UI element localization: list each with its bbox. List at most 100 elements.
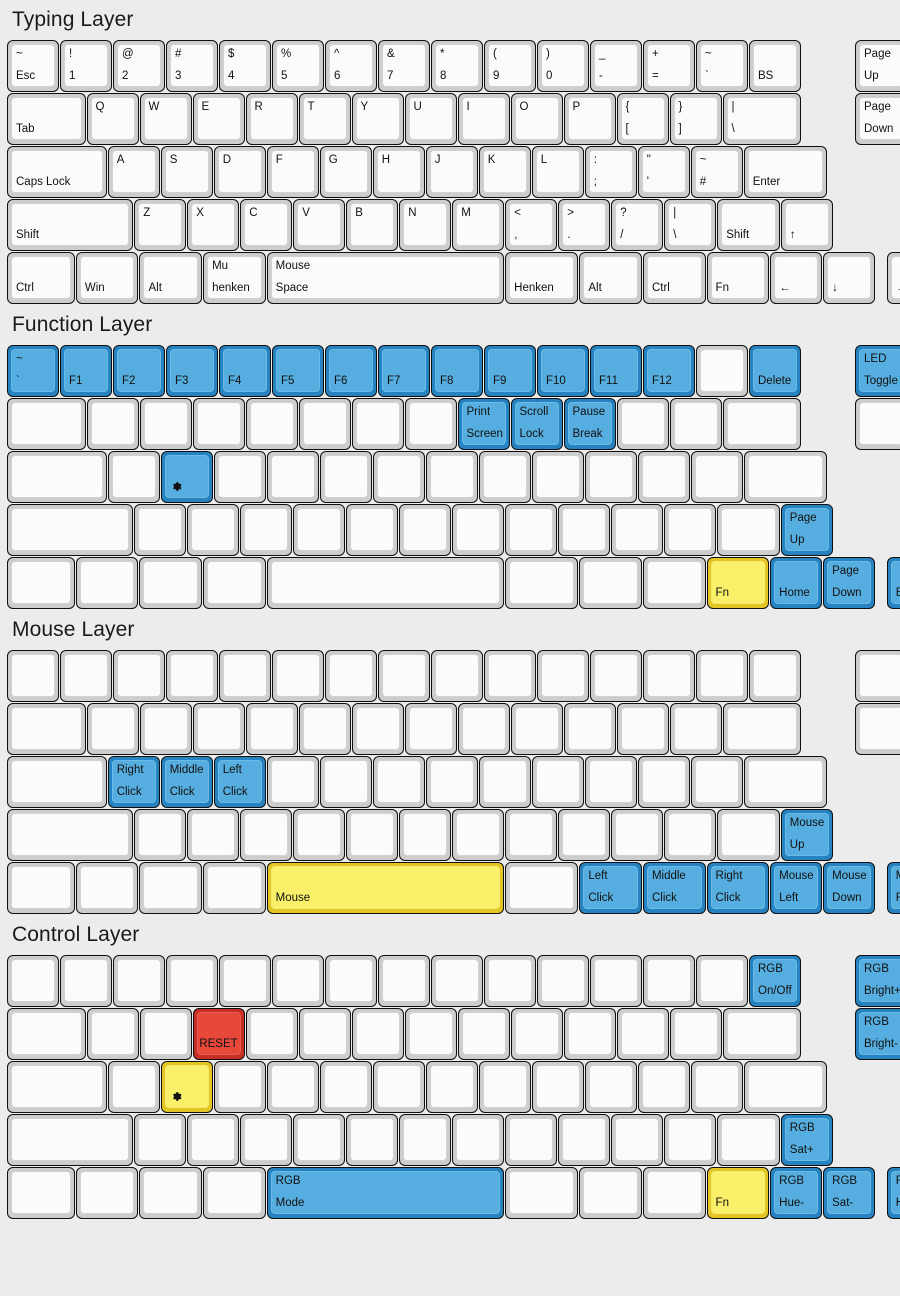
- key-8[interactable]: * 8: [431, 40, 483, 92]
- key-bright+[interactable]: RGB Bright+: [855, 955, 900, 1007]
- key-e[interactable]: E: [192, 93, 245, 145]
- key-blank[interactable]: [378, 650, 430, 702]
- key-blank[interactable]: ~ #: [690, 146, 743, 198]
- key-blank[interactable]: [319, 756, 372, 808]
- key-blank[interactable]: [399, 809, 452, 861]
- key-blank[interactable]: [855, 398, 900, 450]
- key-blank[interactable]: [637, 451, 690, 503]
- key-blank[interactable]: [325, 955, 377, 1007]
- key-blank[interactable]: [7, 557, 75, 609]
- key-down[interactable]: Page Down: [855, 93, 900, 145]
- key-blank[interactable]: [7, 955, 59, 1007]
- key-blank[interactable]: [642, 557, 706, 609]
- key-blank[interactable]: [372, 451, 425, 503]
- key-b[interactable]: B: [346, 199, 399, 251]
- key-blank[interactable]: [245, 1008, 298, 1060]
- key-blank[interactable]: [531, 451, 584, 503]
- key-blank[interactable]: [690, 756, 743, 808]
- key-blank[interactable]: [484, 955, 536, 1007]
- key-blank[interactable]: [203, 1167, 266, 1219]
- key-f8[interactable]: F8: [431, 345, 483, 397]
- key-blank[interactable]: [325, 650, 377, 702]
- key-m[interactable]: M: [452, 199, 505, 251]
- key-blank[interactable]: [266, 451, 319, 503]
- key-click[interactable]: Left Click: [213, 756, 266, 808]
- key-blank[interactable]: [855, 650, 900, 702]
- key-blank[interactable]: [510, 1008, 563, 1060]
- key-blank[interactable]: [7, 504, 134, 556]
- key-1[interactable]: ! 1: [60, 40, 112, 92]
- key-blank[interactable]: [219, 650, 271, 702]
- key-blank[interactable]: [319, 1061, 372, 1113]
- key-4[interactable]: $4: [219, 40, 271, 92]
- key-blank[interactable]: [505, 862, 579, 914]
- key-blank[interactable]: [75, 557, 139, 609]
- key-blank[interactable]: [425, 1061, 478, 1113]
- key-u[interactable]: U: [404, 93, 457, 145]
- key-blank[interactable]: [616, 398, 669, 450]
- key-hue+[interactable]: RGB Hue+: [886, 1167, 900, 1219]
- key-sat+[interactable]: RGB Sat+: [780, 1114, 833, 1166]
- key-blank[interactable]: [404, 1008, 457, 1060]
- key-blank[interactable]: [346, 504, 399, 556]
- key-blank[interactable]: [855, 703, 900, 755]
- key-blank[interactable]: [743, 451, 828, 503]
- key-5[interactable]: % 5: [272, 40, 324, 92]
- key-down[interactable]: Page Down: [823, 557, 876, 609]
- key-f1[interactable]: F1: [60, 345, 112, 397]
- key-blank[interactable]: | \: [722, 93, 801, 145]
- key-blank[interactable]: [372, 756, 425, 808]
- key-blank[interactable]: [664, 809, 717, 861]
- key-blank[interactable]: [7, 650, 59, 702]
- key-blank[interactable]: ↓: [823, 252, 876, 304]
- key-blank[interactable]: [113, 650, 165, 702]
- key-blank[interactable]: [558, 809, 611, 861]
- key-up[interactable]: Mouse Up: [780, 809, 833, 861]
- key-blank[interactable]: [245, 398, 298, 450]
- key-right[interactable]: Mouse Right: [886, 862, 900, 914]
- key-blank[interactable]: [425, 756, 478, 808]
- key-blank[interactable]: [717, 809, 780, 861]
- key-blank[interactable]: [584, 756, 637, 808]
- key-k[interactable]: K: [478, 146, 531, 198]
- key-gear-icon[interactable]: [160, 451, 213, 503]
- key-blank[interactable]: [319, 451, 372, 503]
- key-blank[interactable]: [484, 650, 536, 702]
- key-blank[interactable]: [7, 398, 86, 450]
- key-lock[interactable]: Scroll Lock: [510, 398, 563, 450]
- key-blank[interactable]: [431, 955, 483, 1007]
- key-blank[interactable]: }]: [669, 93, 722, 145]
- key-blank[interactable]: [558, 1114, 611, 1166]
- key-blank[interactable]: [664, 504, 717, 556]
- key-f4[interactable]: F4: [219, 345, 271, 397]
- key-s[interactable]: S: [160, 146, 213, 198]
- key-n[interactable]: N: [399, 199, 452, 251]
- key-hue[interactable]: RGB Hue-: [770, 1167, 823, 1219]
- key-blank[interactable]: [107, 1061, 160, 1113]
- key-blank[interactable]: [611, 504, 664, 556]
- key-blank[interactable]: [166, 650, 218, 702]
- key-f[interactable]: F: [266, 146, 319, 198]
- key-blank[interactable]: [722, 398, 801, 450]
- key-blank[interactable]: [346, 1114, 399, 1166]
- key-on-off[interactable]: RGB On/Off: [749, 955, 801, 1007]
- key-blank[interactable]: [192, 703, 245, 755]
- key-blank[interactable]: [743, 1061, 828, 1113]
- key-h[interactable]: H: [372, 146, 425, 198]
- key-blank[interactable]: [7, 1061, 107, 1113]
- key-blank[interactable]: [139, 398, 192, 450]
- key-blank[interactable]: [240, 809, 293, 861]
- key-bright[interactable]: RGB Bright-: [855, 1008, 900, 1060]
- key-blank[interactable]: [86, 398, 139, 450]
- key-blank[interactable]: [537, 955, 589, 1007]
- key-tab[interactable]: Tab: [7, 93, 86, 145]
- key-blank[interactable]: [113, 955, 165, 1007]
- key-blank[interactable]: [537, 650, 589, 702]
- key-f11[interactable]: F11: [590, 345, 642, 397]
- key-blank[interactable]: [187, 809, 240, 861]
- key-blank[interactable]: [452, 1114, 505, 1166]
- key-blank[interactable]: [7, 756, 107, 808]
- key-toggle[interactable]: LED Toggle: [855, 345, 900, 397]
- key-blank[interactable]: [86, 1008, 139, 1060]
- key-o[interactable]: O: [510, 93, 563, 145]
